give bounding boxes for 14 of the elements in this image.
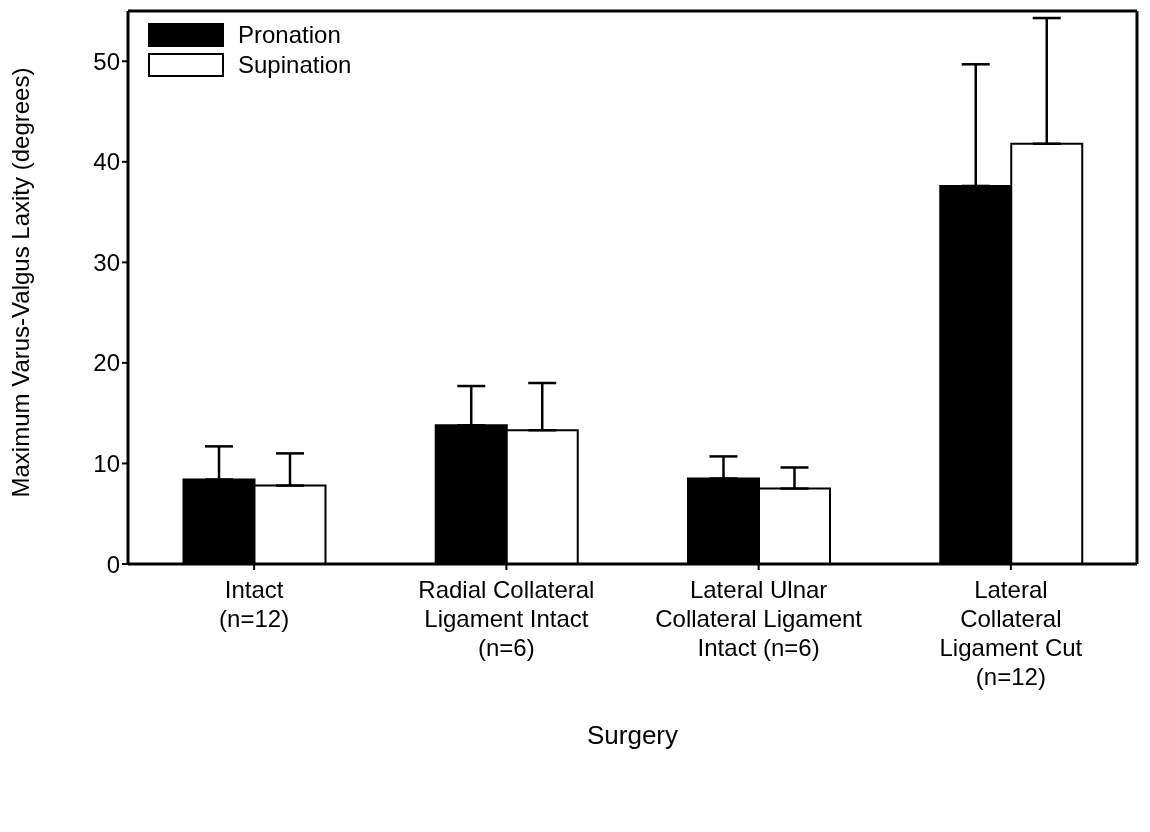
y-tick-label: 10 (93, 449, 120, 477)
x-axis-title: Surgery (586, 720, 679, 750)
x-tick-label: Lateral Ulnar Collateral Ligament Intact (n=6) (655, 576, 863, 661)
legend-label: Supination (238, 51, 352, 79)
y-axis-title: Maximum Varus-Valgus Laxity (degrees) (6, 67, 34, 498)
x-tick-label: Lateral Collateral Ligament Cut (n=12) (939, 576, 1083, 690)
x-tick-label: Intact (n=12) (219, 576, 290, 632)
legend-label: Pronation (238, 21, 341, 49)
y-tick-label: 20 (93, 349, 120, 377)
y-tick-label: 30 (93, 248, 120, 276)
y-tick-label: 0 (106, 550, 120, 578)
y-tick-label: 40 (93, 148, 120, 176)
x-tick-label: Radial Collateral Ligament Intact (n=6) (418, 576, 595, 661)
y-tick-label: 50 (93, 47, 120, 75)
